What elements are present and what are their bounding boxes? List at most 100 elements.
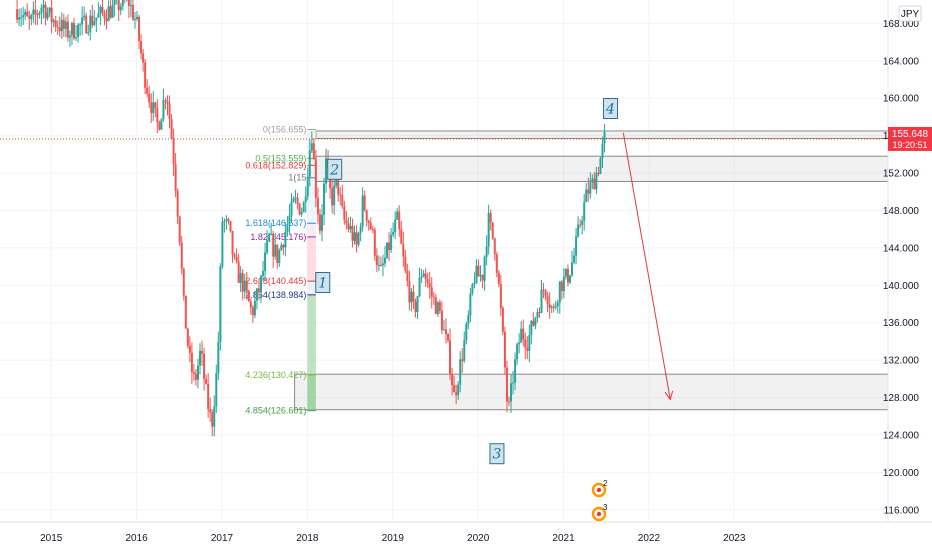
fib-level-label: 2.854(138.984) xyxy=(245,290,306,300)
candle-body xyxy=(540,289,543,313)
candle-body xyxy=(270,234,273,236)
price-tick-label: 140.000 xyxy=(883,281,920,292)
candle-body xyxy=(54,20,57,27)
candle-body xyxy=(272,234,275,257)
candle-body xyxy=(499,284,502,309)
candle-body xyxy=(56,26,59,28)
candle-body xyxy=(255,288,258,301)
candle-body xyxy=(166,100,169,104)
candle-body xyxy=(323,183,326,215)
candle-body xyxy=(467,315,470,324)
candle-body xyxy=(304,196,307,203)
candle-body xyxy=(361,195,364,227)
candle-body xyxy=(341,194,344,207)
candle-body xyxy=(133,18,136,20)
candle-body xyxy=(410,291,413,303)
price-tick-label: 128.000 xyxy=(883,393,920,404)
candle-body xyxy=(30,14,33,19)
candle-body xyxy=(581,220,584,225)
candle-body xyxy=(251,307,254,316)
candle-body xyxy=(318,214,321,231)
candle-body xyxy=(473,282,476,285)
wave-label-box xyxy=(489,443,505,465)
candle-body xyxy=(235,256,238,262)
candle-body xyxy=(587,189,590,194)
candle-body xyxy=(83,15,86,18)
candle-body xyxy=(571,262,574,276)
fib-level-label: 0.618(152.829) xyxy=(245,160,306,170)
candle-body xyxy=(24,11,27,16)
wave-label: 1 xyxy=(318,276,327,292)
candle-body xyxy=(150,102,153,113)
candle-body xyxy=(359,226,362,234)
event-markers[interactable]: 23 xyxy=(591,479,608,522)
candle-body xyxy=(406,270,409,282)
candle-body xyxy=(432,296,435,298)
candle-body xyxy=(503,331,506,368)
candle-body xyxy=(481,275,484,281)
fib-level-label: 0.5(153.559) xyxy=(255,153,306,163)
currency-badge[interactable]: JPY xyxy=(898,5,922,22)
candle-body xyxy=(564,268,567,277)
candle-body xyxy=(154,102,157,109)
candle-body xyxy=(483,256,486,281)
candle-body xyxy=(491,222,494,239)
candle-body xyxy=(394,219,397,232)
candle-body xyxy=(428,283,431,288)
candle-body xyxy=(562,276,565,292)
time-axis[interactable]: 2015 2016 2017 2018 2019 2020 2021 2022 2023 xyxy=(40,533,746,544)
fib-level-label: 1.82(145.176) xyxy=(250,232,306,242)
candle-body xyxy=(290,201,293,216)
candle-body xyxy=(333,185,336,206)
candle-body xyxy=(489,212,492,223)
candle-body xyxy=(278,250,281,263)
candle-body xyxy=(453,385,456,393)
candle-body xyxy=(50,7,53,23)
candle-body xyxy=(170,118,173,139)
candle-body xyxy=(268,234,271,241)
candle-body xyxy=(357,233,360,245)
candle-body xyxy=(32,9,35,15)
candle-body xyxy=(62,19,65,29)
candle-body xyxy=(300,211,303,215)
price-tick-label: 136.000 xyxy=(883,318,920,329)
candle-body xyxy=(168,103,171,119)
candle-body xyxy=(507,401,510,403)
wave-label-box xyxy=(315,272,331,294)
candle-body xyxy=(117,0,120,11)
candlestick-series xyxy=(0,0,888,437)
candle-body xyxy=(38,12,41,16)
candle-body xyxy=(463,340,466,361)
candle-body xyxy=(335,178,338,186)
candle-body xyxy=(475,265,478,283)
candle-body xyxy=(127,0,130,7)
candle-body xyxy=(225,219,228,222)
candle-body xyxy=(418,277,421,297)
candle-body xyxy=(129,5,132,7)
candle-body xyxy=(392,231,395,235)
candle-body xyxy=(201,350,204,354)
wave-label: 2 xyxy=(329,162,339,178)
time-tick-label: 2019 xyxy=(382,533,405,544)
candle-body xyxy=(196,365,199,380)
time-tick-label: 2018 xyxy=(296,533,319,544)
candle-body xyxy=(465,323,468,341)
price-tick-label: 168.000 xyxy=(883,19,920,30)
candle-body xyxy=(146,87,149,94)
candle-body xyxy=(422,273,425,277)
candle-body xyxy=(245,280,248,291)
candle-body xyxy=(172,138,175,165)
candle-body xyxy=(351,225,354,241)
candle-body xyxy=(221,221,224,267)
candle-body xyxy=(601,143,604,159)
candle-body xyxy=(176,190,179,217)
candle-body xyxy=(390,234,393,251)
candle-body xyxy=(377,264,380,266)
candle-body xyxy=(213,406,216,427)
candle-body xyxy=(233,254,236,257)
event-badge-count: 2 xyxy=(603,479,608,488)
projection-arrowhead xyxy=(664,390,674,401)
candle-body xyxy=(136,16,139,19)
candle-body xyxy=(593,178,596,190)
